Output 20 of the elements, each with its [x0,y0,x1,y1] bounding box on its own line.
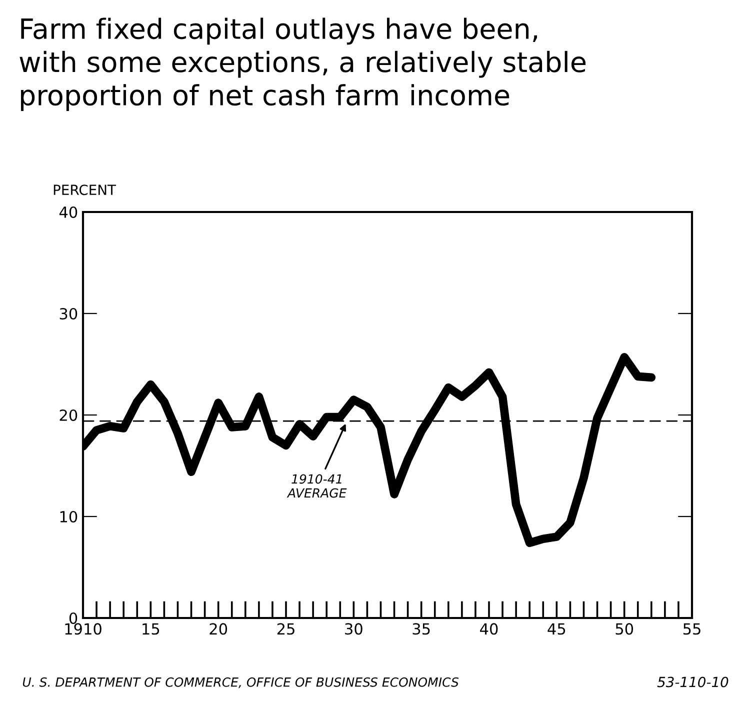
y-axis-title: PERCENT [54,184,116,196]
x-tick-label: 40 [480,623,498,635]
text: U. S. DEPARTMENT OF COMMERCE, OFFICE OF BUSINESS ECONOMICS [22,677,459,688]
x-tick-label: 25 [277,623,294,635]
x-tick-label: 30 [345,623,362,635]
y-tick-label: 40 [59,206,78,218]
x-tick-label: 50 [616,623,634,635]
chart-title: Farm fixed capital outlays have been, with some exceptions, a relatively stable proportion of net cash farm income [20,18,586,112]
y-tick-label: 30 [60,308,78,320]
y-tick-label: 20 [60,409,78,422]
x-tick-label: 45 [548,623,566,635]
ref-line-label: 1910-41 AVERAGE [286,474,347,498]
x-tick-label: 55 [683,623,700,635]
x-tick-label: 20 [210,623,228,635]
y-tick-label: 0 [69,612,78,624]
x-tick-label: 35 [412,623,430,635]
x-tick-label: 1910 [65,623,102,635]
text: 53-110-10 [657,676,728,688]
x-tick-label: 15 [142,623,160,635]
y-tick-label: 10 [60,510,78,523]
